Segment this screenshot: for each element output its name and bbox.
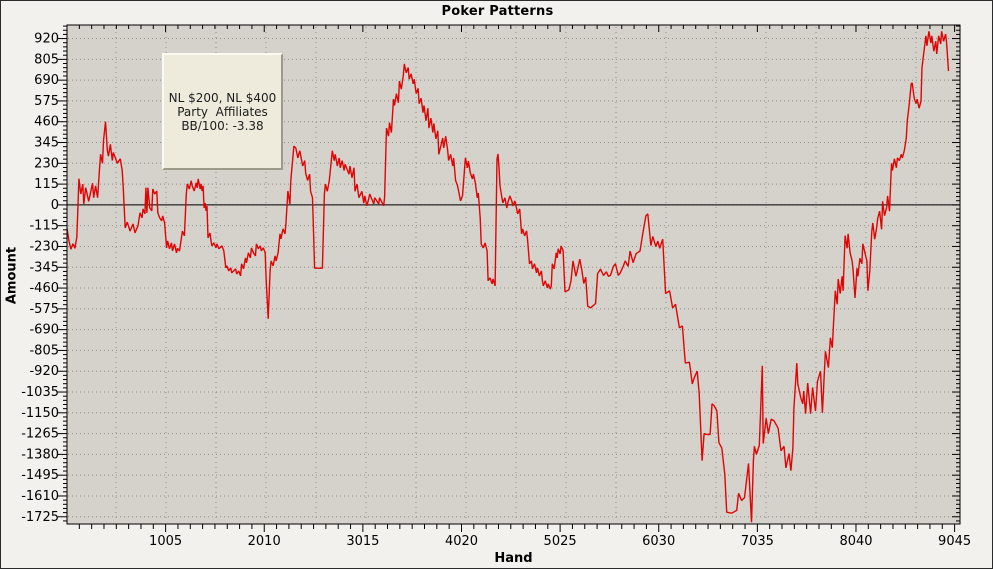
x-tick-label: 4020: [445, 534, 478, 549]
x-tick-label: 6030: [642, 534, 675, 549]
legend-line-stakes: NL $200, NL $400: [168, 90, 277, 105]
x-tick-label: 3015: [346, 534, 379, 549]
legend-line-site: Party Affiliates: [177, 104, 268, 119]
y-tick-label: -345: [29, 260, 59, 275]
y-tick-label: -1035: [21, 385, 59, 400]
x-tick-label: 9045: [938, 534, 971, 549]
y-tick-labels: 920 805 690 575 460 345 230 115 0 -115 -230 -345 -46…: [21, 32, 59, 525]
y-tick-label: -1265: [21, 427, 59, 442]
y-tick-label: -1725: [21, 510, 59, 525]
y-tick-label: 460: [34, 115, 59, 130]
y-tick-label: -1610: [21, 489, 59, 504]
y-tick-label: -1380: [21, 447, 59, 462]
x-tick-label: 1005: [149, 534, 182, 549]
y-tick-label: -1150: [21, 406, 59, 421]
y-tick-label: -805: [29, 343, 59, 358]
chart-title: Poker Patterns: [441, 4, 554, 19]
x-tick-labels: 1005 2010 3015 4020 5025 6030 7035 8040 9045: [149, 534, 971, 549]
y-tick-label: 230: [34, 156, 59, 171]
y-tick-label: 345: [34, 136, 59, 151]
legend-box: NL $200, NL $400 Party Affiliates BB/100…: [162, 53, 283, 170]
x-tick-label: 5025: [544, 534, 577, 549]
y-tick-label: 690: [34, 73, 59, 88]
y-tick-label: -920: [29, 364, 59, 379]
axis-frame: [66, 24, 961, 525]
y-tick-label: -460: [29, 281, 59, 296]
x-tick-label: 2010: [248, 534, 281, 549]
y-tick-label: -115: [29, 219, 59, 234]
y-tick-label: -230: [29, 240, 59, 255]
y-tick-label: 115: [34, 177, 59, 192]
y-tick-label: 575: [34, 94, 59, 109]
y-tick-label: -575: [29, 302, 59, 317]
y-tick-label: 0: [51, 198, 59, 213]
y-tick-label: 805: [34, 52, 59, 67]
x-tick-label: 8040: [839, 534, 872, 549]
y-axis-title: Amount: [4, 246, 20, 305]
series-line: [67, 31, 950, 523]
series: [67, 31, 950, 523]
y-tick-label: -1495: [21, 468, 59, 483]
y-tick-label: -690: [29, 323, 59, 338]
legend-line-bb100: BB/100: -3.38: [181, 118, 264, 133]
axis-ticks: [58, 25, 960, 532]
x-axis-title: Hand: [494, 551, 533, 566]
y-tick-label: 920: [34, 32, 59, 47]
x-tick-label: 7035: [741, 534, 774, 549]
